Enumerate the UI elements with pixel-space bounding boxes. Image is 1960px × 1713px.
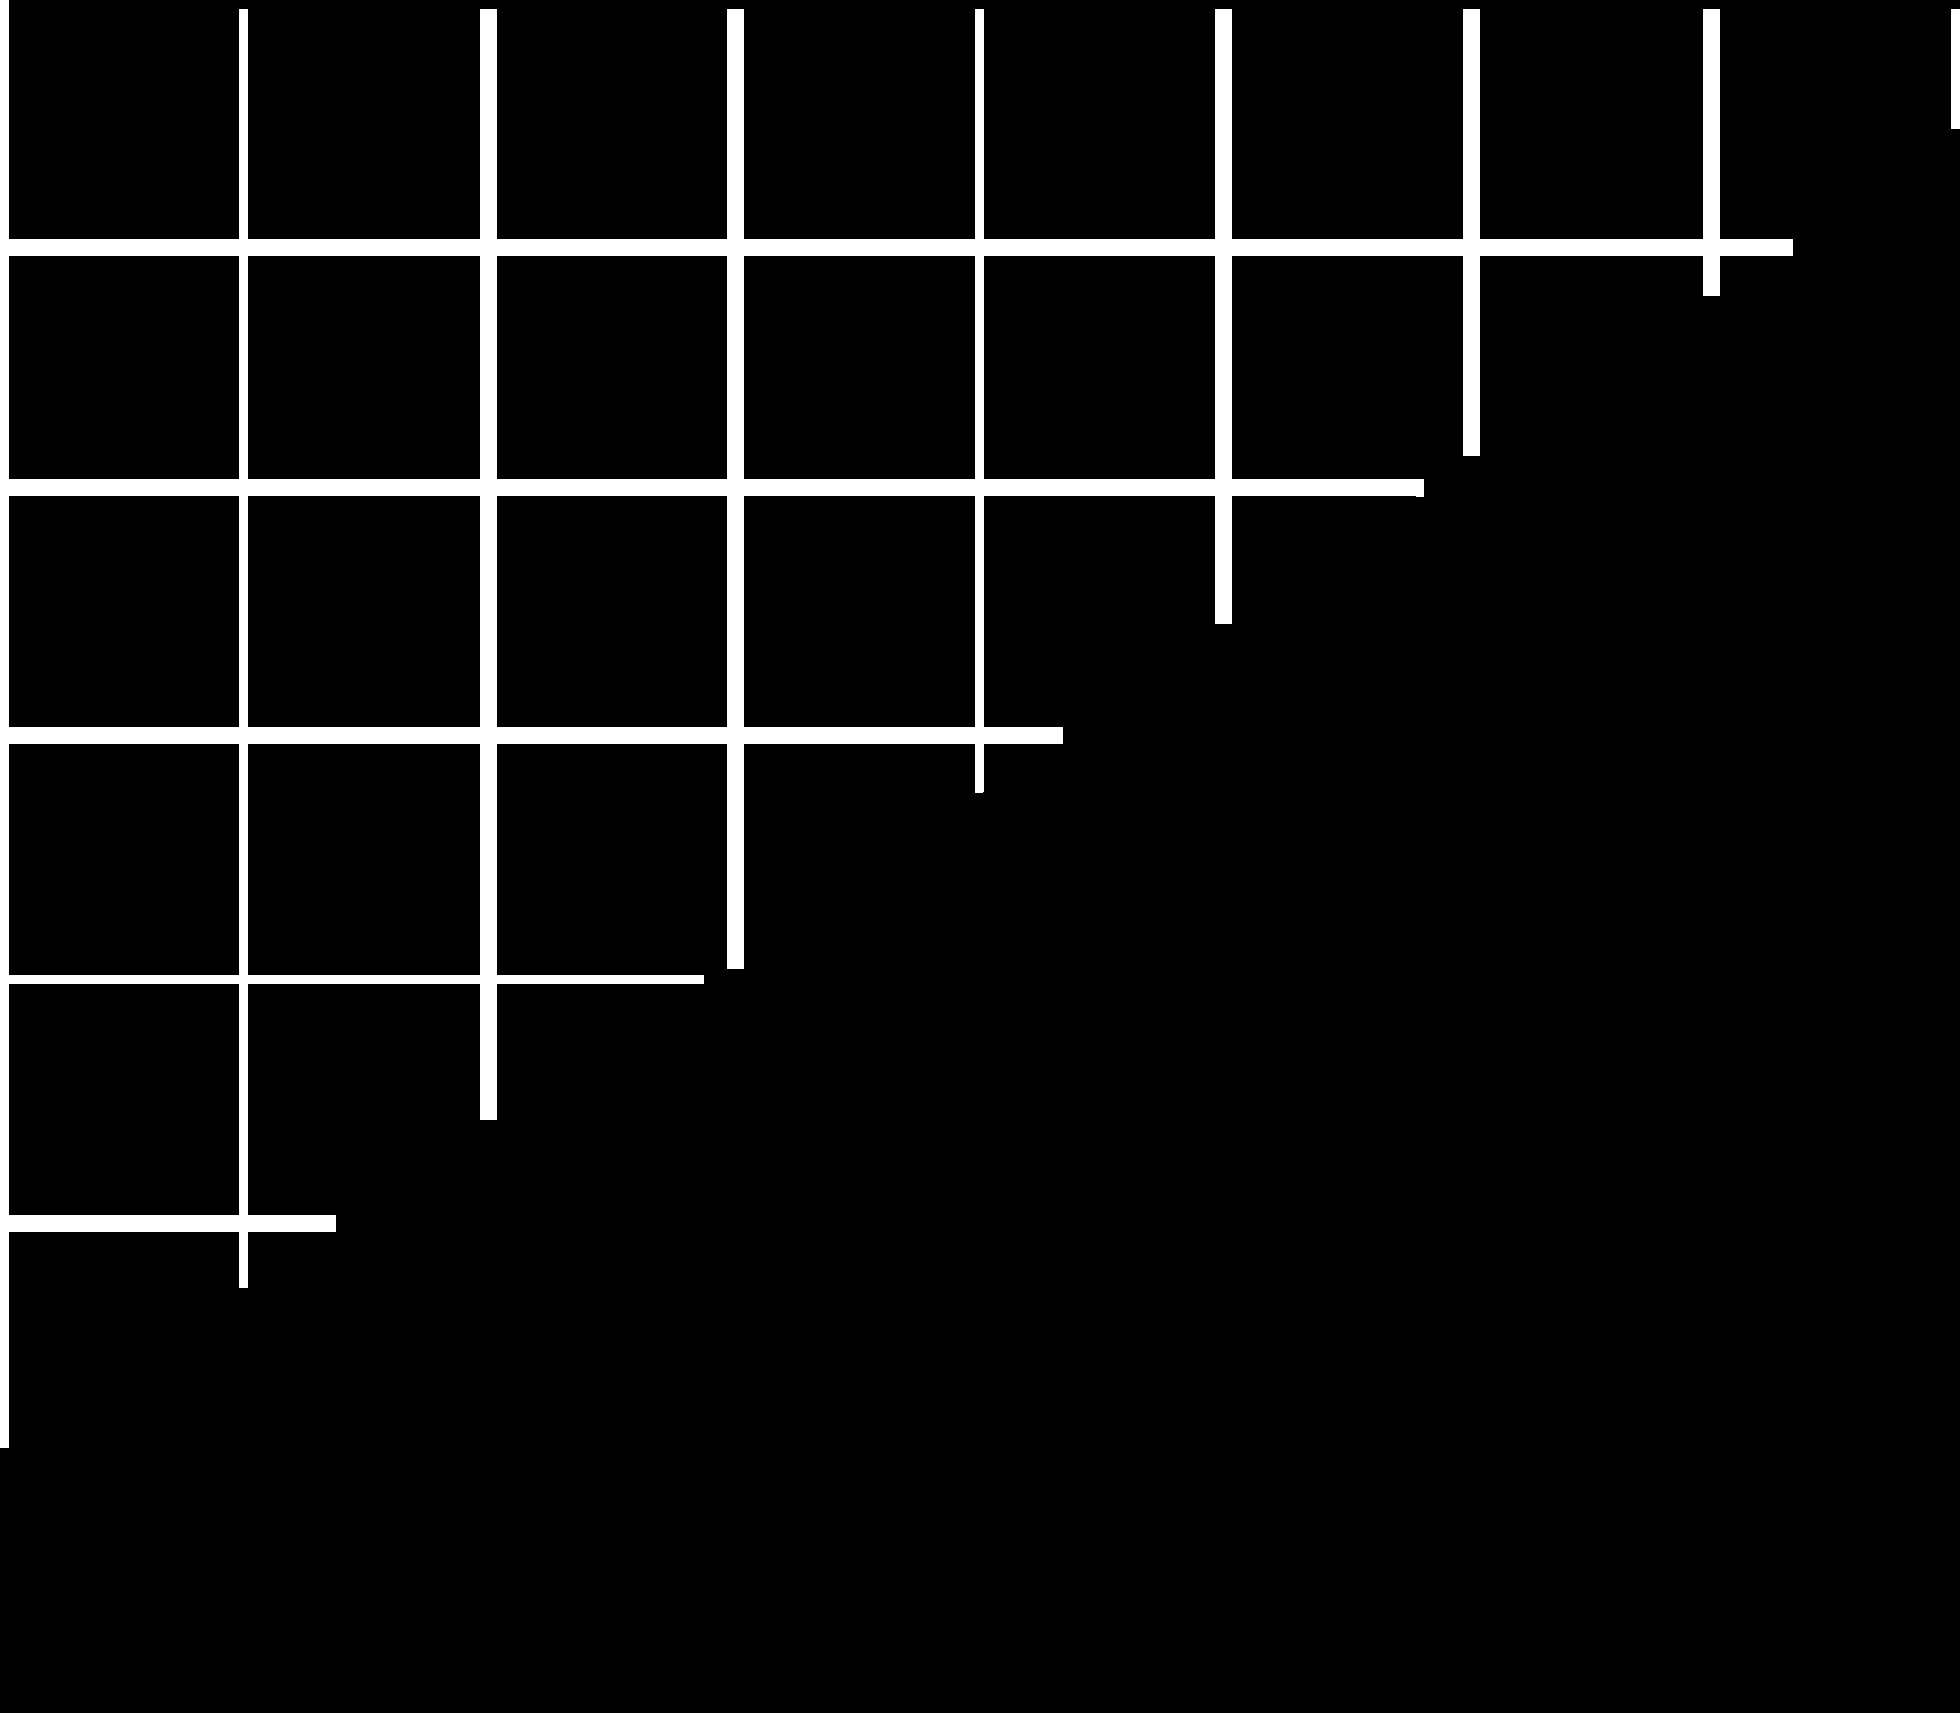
vertical-grid-line-13 bbox=[0, 0, 9, 1448]
vertical-grid-line-12 bbox=[1951, 9, 1960, 129]
horizontal-grid-line-2 bbox=[9, 727, 1063, 744]
vertical-grid-line-10 bbox=[1463, 9, 1480, 456]
stair-notch-16 bbox=[1712, 276, 1720, 296]
vertical-grid-line-5 bbox=[239, 9, 248, 1287]
horizontal-grid-line-0 bbox=[9, 239, 1793, 256]
stair-notch-14 bbox=[1776, 240, 1792, 248]
vertical-grid-line-6 bbox=[480, 9, 497, 1120]
horizontal-grid-line-3 bbox=[9, 975, 704, 984]
stair-notch-18 bbox=[1416, 489, 1424, 497]
stair-notch-24 bbox=[239, 1280, 248, 1288]
stair-notch-17 bbox=[1416, 481, 1424, 489]
vertical-grid-line-8 bbox=[975, 9, 984, 792]
stair-notch-21 bbox=[727, 959, 744, 969]
vertical-grid-line-9 bbox=[1215, 9, 1232, 624]
stair-notch-20 bbox=[1055, 736, 1063, 744]
vertical-grid-line-11 bbox=[1703, 9, 1720, 296]
vertical-grid-line-7 bbox=[727, 9, 744, 960]
stair-notch-19 bbox=[1055, 728, 1063, 736]
stair-notch-23 bbox=[0, 1446, 9, 1448]
stair-notch-15 bbox=[1703, 268, 1713, 276]
stair-notch-22 bbox=[975, 783, 983, 793]
horizontal-grid-line-4 bbox=[9, 1215, 336, 1232]
horizontal-grid-line-1 bbox=[9, 479, 1424, 496]
